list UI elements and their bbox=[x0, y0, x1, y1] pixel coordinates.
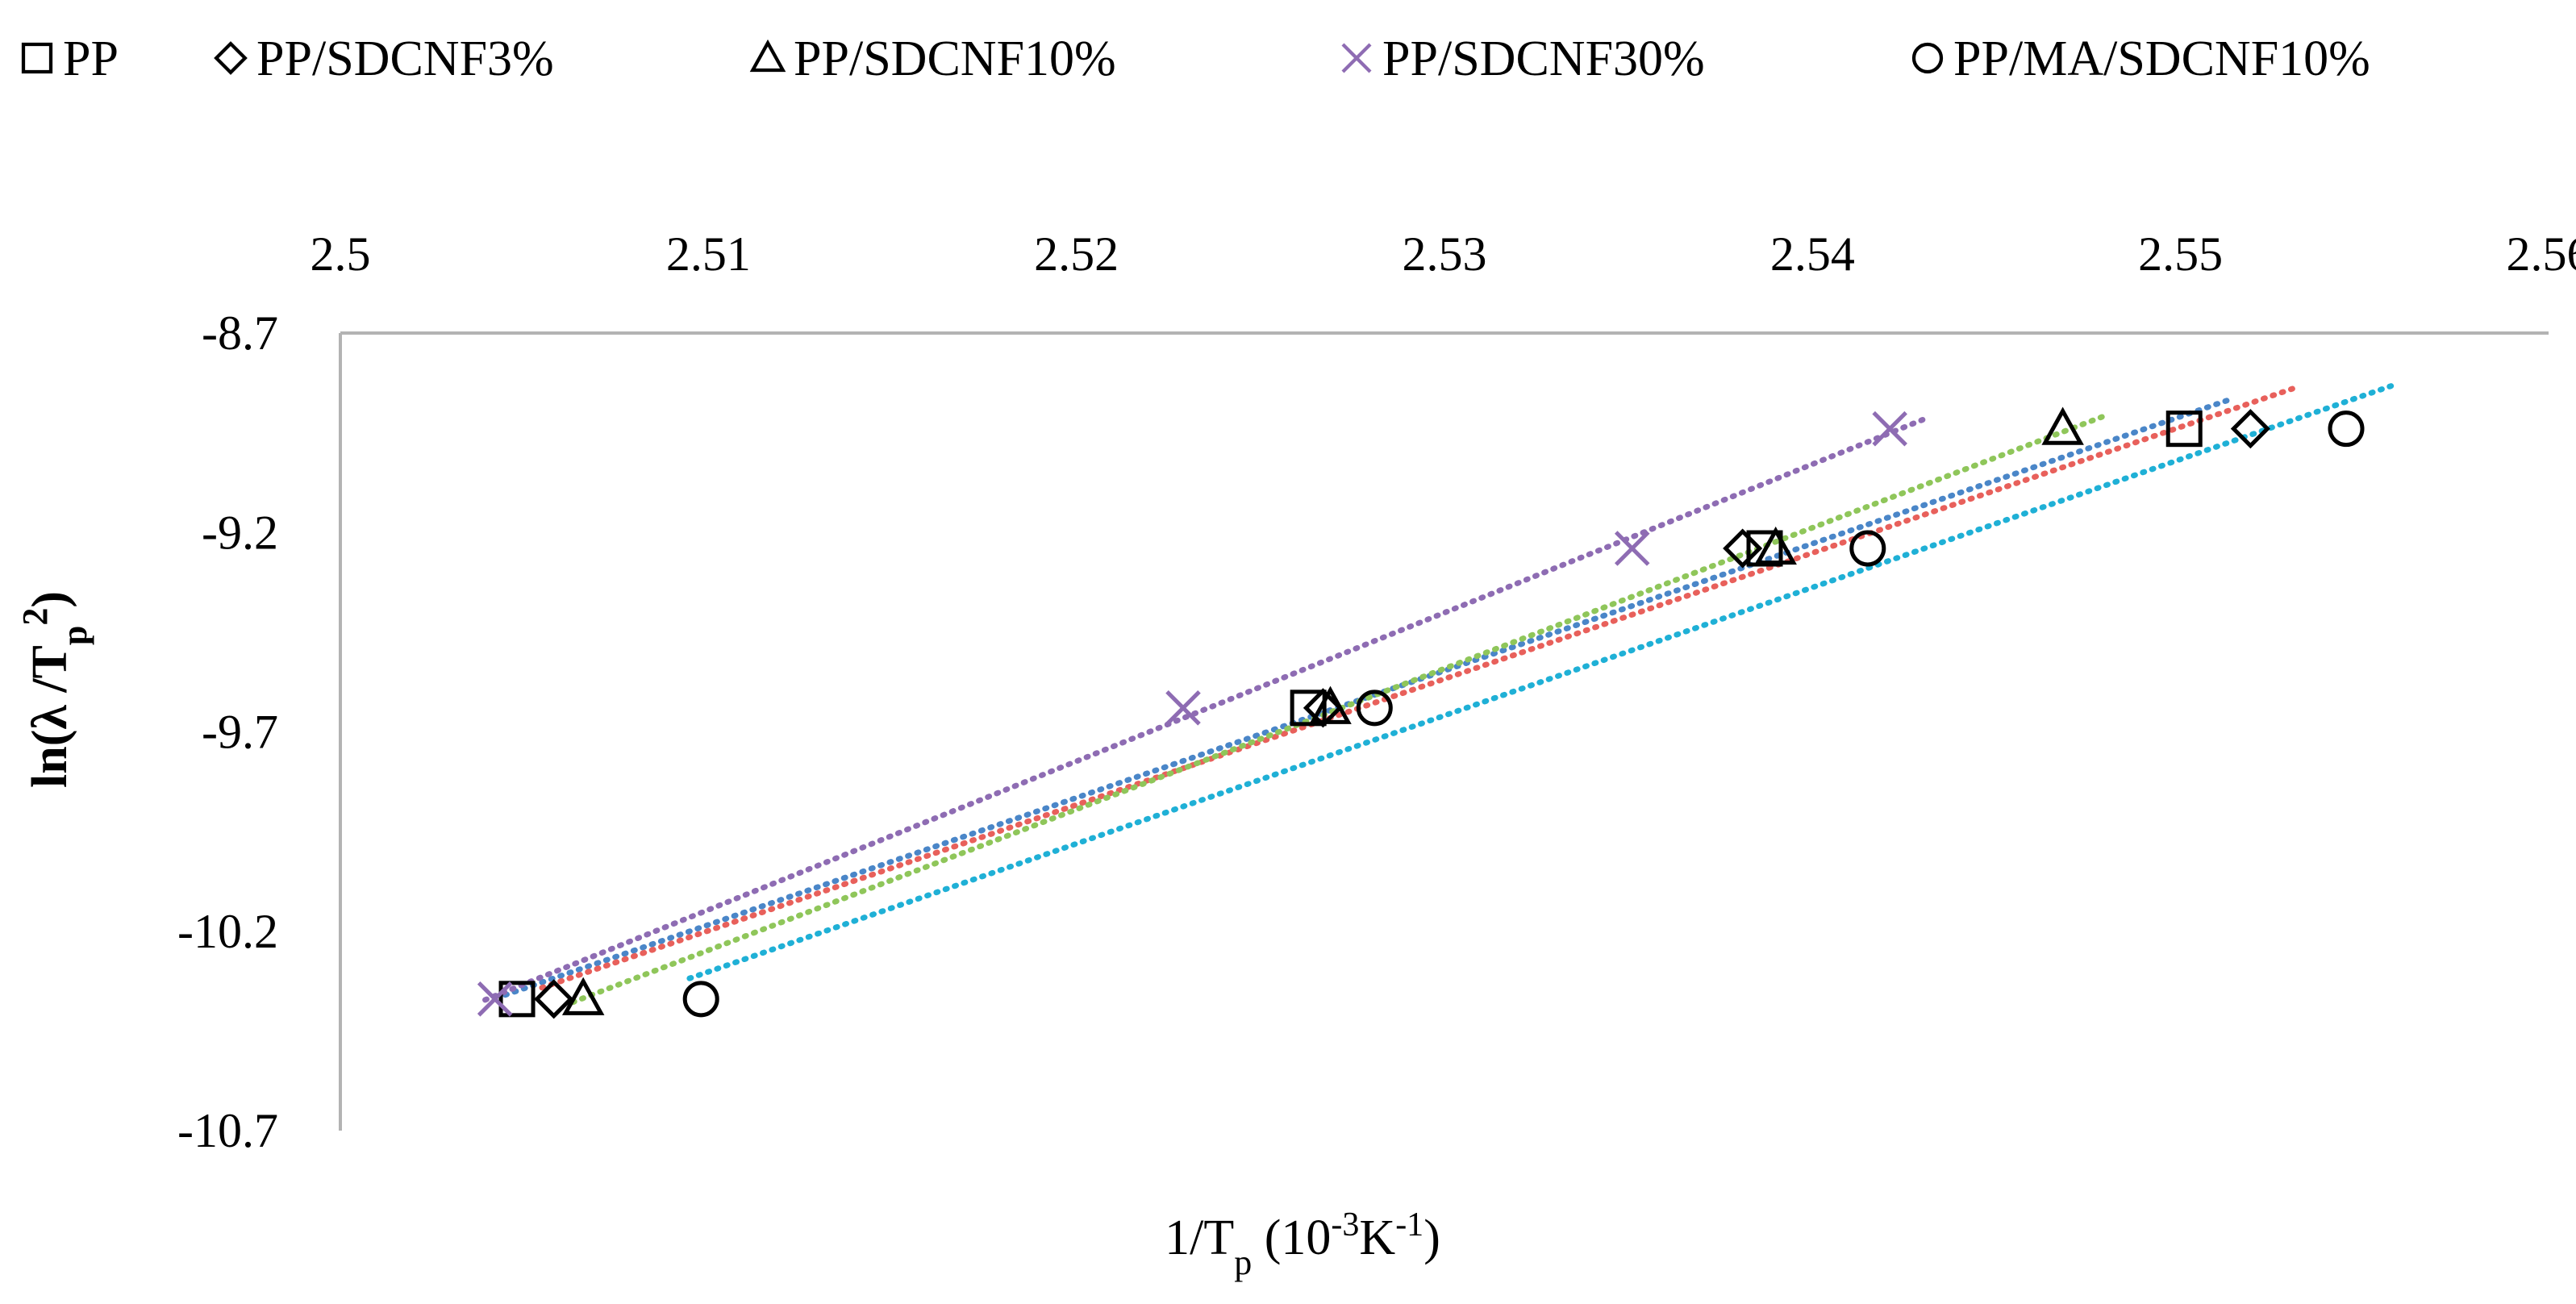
y-axis-title: ln(λ /Tp2) bbox=[15, 591, 94, 788]
x-tick-label: 2.51 bbox=[666, 227, 751, 281]
square-marker bbox=[498, 981, 536, 1018]
trendline bbox=[686, 382, 2395, 981]
y-axis-title-sup: 2 bbox=[15, 608, 55, 626]
x-tick-label: 2.56 bbox=[2507, 227, 2576, 281]
x-axis-title-sup1: -3 bbox=[1331, 1206, 1359, 1244]
legend-item: PP/SDCNF3% bbox=[214, 31, 554, 86]
legend: PP PP/SDCNF3% PP/SDCNF10% PP/SDCNF30% PP/MA/… bbox=[21, 31, 2370, 86]
legend-item: PP/MA/SDCNF10% bbox=[1911, 31, 2370, 86]
x-tick-label: 2.5 bbox=[311, 227, 371, 281]
y-tick-label: -10.7 bbox=[177, 1104, 278, 1157]
x-marker bbox=[1614, 531, 1650, 566]
y-tick-label: -8.7 bbox=[202, 306, 278, 360]
triangle-marker bbox=[2041, 406, 2084, 445]
legend-label: PP/SDCNF10% bbox=[794, 31, 1116, 86]
x-marker bbox=[1165, 690, 1201, 726]
circle-marker bbox=[1911, 42, 1944, 74]
y-tick-label: -9.2 bbox=[202, 506, 278, 559]
square-marker bbox=[2165, 410, 2203, 448]
diamond-marker bbox=[1723, 528, 1763, 569]
legend-marker bbox=[21, 42, 53, 74]
legend-label: PP/SDCNF30% bbox=[1382, 31, 1705, 86]
y-axis-title-main: ln(λ /T bbox=[23, 645, 77, 788]
square-marker bbox=[1290, 689, 1327, 727]
legend-item: PP/SDCNF10% bbox=[749, 31, 1116, 86]
triangle-marker bbox=[1754, 526, 1797, 565]
legend-label: PP/SDCNF3% bbox=[256, 31, 554, 86]
trendline bbox=[482, 414, 1932, 1003]
x-tick-label: 2.53 bbox=[1403, 227, 1487, 281]
x-axis-title-main: 1/T bbox=[1165, 1210, 1234, 1265]
legend-label: PP bbox=[63, 31, 119, 86]
x-marker bbox=[477, 981, 513, 1017]
x-marker-stroke bbox=[477, 981, 513, 1017]
circle-marker bbox=[2328, 410, 2365, 448]
legend-item: PP bbox=[21, 31, 119, 86]
legend-marker bbox=[749, 39, 786, 73]
x-marker-stroke bbox=[1165, 690, 1201, 726]
triangle-marker bbox=[561, 977, 605, 1015]
x-axis-title-k: K bbox=[1359, 1210, 1395, 1265]
x-marker-stroke bbox=[1872, 410, 1907, 447]
y-tick-label: -9.7 bbox=[202, 706, 278, 759]
y-tick-label: -10.2 bbox=[177, 905, 278, 958]
diamond-marker bbox=[214, 41, 248, 75]
circle-marker bbox=[682, 981, 719, 1018]
y-axis-title-sub: p bbox=[55, 626, 94, 645]
x-tick-label: 2.55 bbox=[2138, 227, 2223, 281]
trendline bbox=[539, 384, 2301, 991]
diamond-marker bbox=[2230, 409, 2270, 449]
square-marker bbox=[21, 42, 53, 74]
legend-label: PP/MA/SDCNF10% bbox=[1953, 31, 2370, 86]
triangle-marker bbox=[749, 39, 786, 73]
y-axis-ticks: -8.7 -9.2 -9.7 -10.2 -10.7 bbox=[177, 306, 278, 1157]
x-axis-title-close: ) bbox=[1423, 1210, 1440, 1265]
legend-item: PP/SDCNF30% bbox=[1341, 31, 1705, 86]
x-marker bbox=[1341, 43, 1372, 73]
x-axis-title: 1/Tp (10-3K-1) bbox=[1165, 1206, 1440, 1282]
legend-marker bbox=[1341, 43, 1372, 73]
diamond-marker bbox=[1303, 688, 1343, 728]
circle-marker bbox=[1356, 689, 1393, 727]
y-axis-title-close: ) bbox=[23, 591, 77, 608]
x-axis-title-rest: (10 bbox=[1252, 1210, 1331, 1265]
x-axis-title-sup2: -1 bbox=[1395, 1206, 1423, 1244]
x-axis-ticks: 2.5 2.51 2.52 2.53 2.54 2.55 2.56 bbox=[311, 227, 2576, 281]
diamond-marker bbox=[534, 979, 574, 1019]
data-markers bbox=[477, 406, 2365, 1019]
x-marker-stroke bbox=[1614, 531, 1650, 566]
legend-marker bbox=[1911, 42, 1944, 74]
triangle-marker bbox=[1309, 685, 1352, 724]
x-axis-title-sub: p bbox=[1234, 1243, 1252, 1282]
x-tick-label: 2.54 bbox=[1770, 227, 1855, 281]
x-tick-label: 2.52 bbox=[1034, 227, 1119, 281]
circle-marker bbox=[1849, 530, 1886, 567]
x-marker-stroke bbox=[1341, 43, 1372, 73]
legend-marker bbox=[214, 41, 248, 75]
x-marker bbox=[1872, 410, 1907, 447]
trendlines bbox=[482, 382, 2395, 1006]
